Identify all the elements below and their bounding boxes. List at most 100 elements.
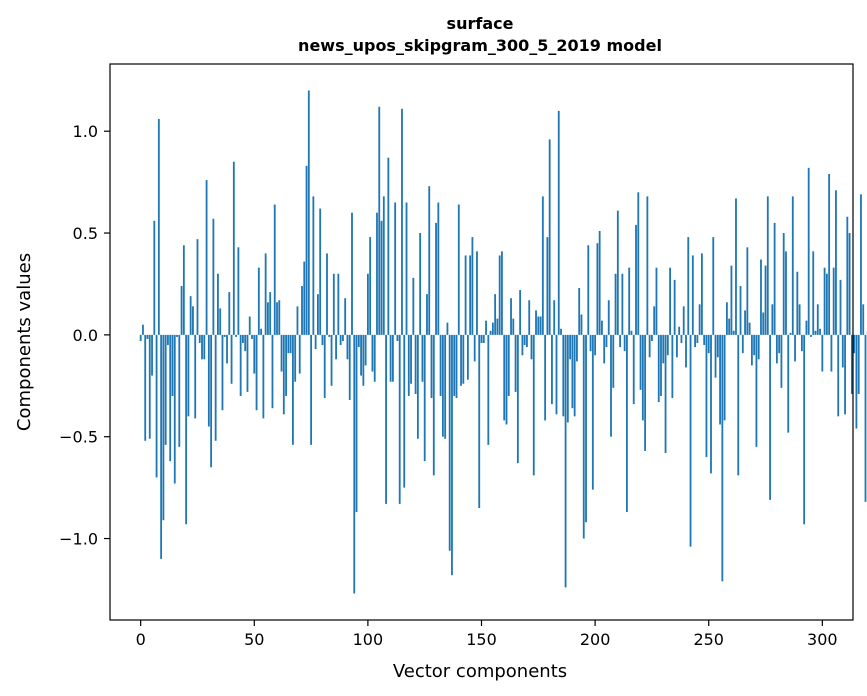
- bar-23: [192, 306, 194, 335]
- bar-100: [366, 273, 369, 335]
- bar-92: [348, 334, 351, 401]
- bar-181: [551, 334, 553, 405]
- bar-314: [853, 334, 856, 354]
- bar-56: [267, 302, 269, 335]
- bar-36: [221, 334, 224, 411]
- bar-113: [396, 334, 399, 341]
- bar-140: [457, 204, 460, 335]
- bar-39: [228, 292, 231, 335]
- bar-211: [619, 334, 622, 348]
- bar-14: [171, 334, 174, 396]
- bar-79: [319, 208, 322, 335]
- bar-292: [803, 334, 806, 525]
- bar-285: [787, 334, 790, 433]
- bar-263: [737, 334, 740, 476]
- bar-66: [289, 334, 292, 354]
- bar-84: [330, 334, 333, 386]
- bar-80: [321, 334, 324, 346]
- bar-110: [389, 334, 392, 382]
- bar-311: [846, 216, 849, 335]
- bar-143: [464, 255, 467, 335]
- bar-269: [750, 334, 753, 366]
- bar-250: [707, 334, 710, 354]
- bar-227: [655, 267, 658, 335]
- bar-195: [582, 334, 585, 539]
- bar-8: [157, 118, 160, 335]
- bar-207: [610, 334, 612, 437]
- bar-190: [571, 334, 574, 409]
- bar-182: [553, 300, 556, 335]
- bar-12: [167, 334, 169, 346]
- bar-82: [326, 253, 328, 335]
- bar-301: [823, 267, 826, 335]
- bar-249: [705, 334, 708, 458]
- bar-77: [314, 334, 317, 350]
- bar-318: [862, 304, 865, 335]
- bar-41: [232, 161, 235, 335]
- bar-149: [478, 334, 481, 508]
- bar-65: [287, 334, 290, 354]
- bar-217: [632, 334, 635, 405]
- bar-61: [278, 300, 281, 335]
- bar-160: [503, 334, 506, 421]
- bar-157: [496, 318, 499, 335]
- bar-268: [748, 322, 751, 335]
- bar-107: [382, 196, 385, 335]
- bar-146: [471, 237, 474, 335]
- bar-188: [566, 334, 569, 423]
- bar-75: [310, 334, 312, 445]
- bar-108: [385, 334, 387, 504]
- bar-152: [485, 320, 487, 335]
- bar-167: [519, 290, 522, 335]
- bar-155: [491, 322, 494, 335]
- x-axis-label: Vector components: [393, 661, 567, 682]
- bar-132: [439, 334, 442, 396]
- bar-46: [244, 334, 247, 352]
- bar-142: [462, 334, 465, 384]
- bar-137: [451, 334, 453, 576]
- bar-114: [398, 334, 401, 504]
- bar-245: [696, 334, 699, 344]
- bar-53: [260, 328, 263, 335]
- bar-203: [601, 320, 603, 335]
- bar-73: [305, 165, 308, 335]
- bar-199: [591, 334, 594, 490]
- bar-246: [698, 304, 701, 335]
- bar-131: [437, 202, 440, 335]
- bar-209: [614, 273, 617, 335]
- bar-151: [482, 334, 485, 344]
- bar-290: [798, 304, 801, 335]
- bar-236: [676, 334, 678, 358]
- bar-172: [530, 334, 533, 360]
- bar-198: [589, 334, 592, 352]
- bar-295: [810, 334, 812, 337]
- bar-232: [666, 334, 669, 356]
- bar-161: [505, 334, 508, 425]
- bar-76: [312, 196, 315, 335]
- bar-59: [273, 204, 276, 335]
- bar-281: [778, 334, 781, 354]
- bar-248: [703, 334, 706, 346]
- bar-165: [514, 334, 517, 392]
- bar-235: [673, 279, 676, 335]
- bar-25: [196, 239, 199, 335]
- bar-205: [605, 334, 608, 348]
- bar-106: [380, 220, 383, 335]
- chart-title-line-1: surface: [447, 14, 514, 33]
- bar-4: [148, 334, 151, 439]
- bar-299: [819, 328, 821, 335]
- bar-158: [498, 255, 501, 335]
- bar-44: [239, 334, 242, 396]
- bar-135: [446, 322, 449, 335]
- bar-95: [355, 334, 358, 513]
- bar-278: [771, 304, 774, 335]
- bar-74: [307, 90, 310, 335]
- bar-85: [332, 273, 335, 335]
- bar-63: [282, 334, 285, 415]
- bar-288: [794, 334, 796, 362]
- bar-304: [830, 334, 833, 372]
- bar-286: [789, 332, 792, 335]
- bar-228: [657, 334, 660, 403]
- bar-293: [805, 320, 808, 335]
- bar-68: [294, 334, 297, 382]
